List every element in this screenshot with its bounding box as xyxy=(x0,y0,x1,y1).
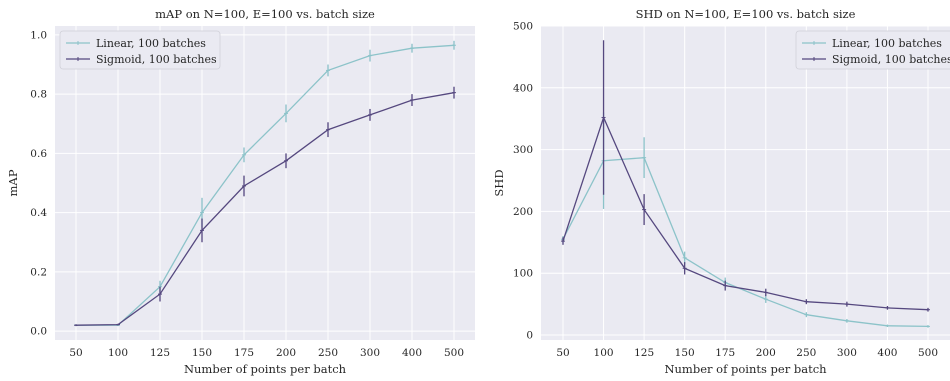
x-tick-label: 300 xyxy=(360,347,380,359)
x-tick-label: 200 xyxy=(276,347,296,359)
y-tick-label: 1.0 xyxy=(30,29,47,41)
legend-entry: Sigmoid, 100 batches xyxy=(832,53,950,66)
y-tick-label: 0.8 xyxy=(30,89,47,101)
x-tick-label: 175 xyxy=(715,347,735,359)
x-tick-label: 500 xyxy=(444,347,464,359)
x-tick-label: 150 xyxy=(192,347,212,359)
y-tick-label: 500 xyxy=(513,21,533,33)
y-tick-label: 200 xyxy=(513,206,533,218)
legend-entry: Linear, 100 batches xyxy=(832,37,942,50)
x-tick-label: 125 xyxy=(150,347,170,359)
x-tick-label: 100 xyxy=(594,347,614,359)
y-tick-label: 100 xyxy=(513,268,533,280)
x-tick-label: 50 xyxy=(556,347,569,359)
chart-panel-shd: 50 100 125 150 175 200 250 300 400 500 0 100 200 300 4… xyxy=(492,7,950,376)
y-tick-label: 0.6 xyxy=(30,148,47,160)
series-line xyxy=(75,92,455,326)
x-tick-label: 200 xyxy=(756,347,776,359)
chart-title: mAP on N=100, E=100 vs. batch size xyxy=(155,7,375,21)
x-tick-label: 250 xyxy=(796,347,816,359)
y-tick-label: 0.2 xyxy=(30,266,47,278)
legend-box xyxy=(59,30,221,70)
x-tick-label: 500 xyxy=(918,347,938,359)
plot-area xyxy=(541,26,950,340)
x-tick-label: 50 xyxy=(69,347,82,359)
chart-panel-map: 50 100 125 150 175 200 250 300 400 500 0.0 0.2 0.4 0.… xyxy=(6,7,475,376)
x-tick-label: 400 xyxy=(877,347,897,359)
y-tick-label: 0.0 xyxy=(30,326,47,338)
legend-entry: Linear, 100 batches xyxy=(96,37,206,50)
chart-title: SHD on N=100, E=100 vs. batch size xyxy=(636,7,856,21)
y-tick-label: 0 xyxy=(526,330,533,342)
y-tick-label: 0.4 xyxy=(30,207,47,219)
x-tick-label: 175 xyxy=(234,347,254,359)
series-line xyxy=(562,115,929,311)
x-tick-label: 150 xyxy=(675,347,695,359)
y-axis-label: SHD xyxy=(492,169,506,196)
series-line xyxy=(562,157,929,328)
x-tick-label: 250 xyxy=(318,347,338,359)
series-sigmoid xyxy=(561,40,930,312)
plot-area xyxy=(55,26,475,340)
x-axis-label: Number of points per batch xyxy=(664,362,827,376)
series-line xyxy=(76,44,455,326)
x-tick-label: 125 xyxy=(634,347,654,359)
x-axis-label: Number of points per batch xyxy=(184,362,347,376)
legend-box xyxy=(795,30,950,70)
y-tick-label: 300 xyxy=(513,144,533,156)
series-sigmoid xyxy=(74,86,456,327)
y-axis-label: mAP xyxy=(6,169,20,196)
x-tick-label: 400 xyxy=(402,347,422,359)
legend-entry: Sigmoid, 100 batches xyxy=(96,53,217,66)
x-tick-label: 300 xyxy=(837,347,857,359)
x-tick-label: 100 xyxy=(108,347,128,359)
y-tick-label: 400 xyxy=(513,82,533,94)
